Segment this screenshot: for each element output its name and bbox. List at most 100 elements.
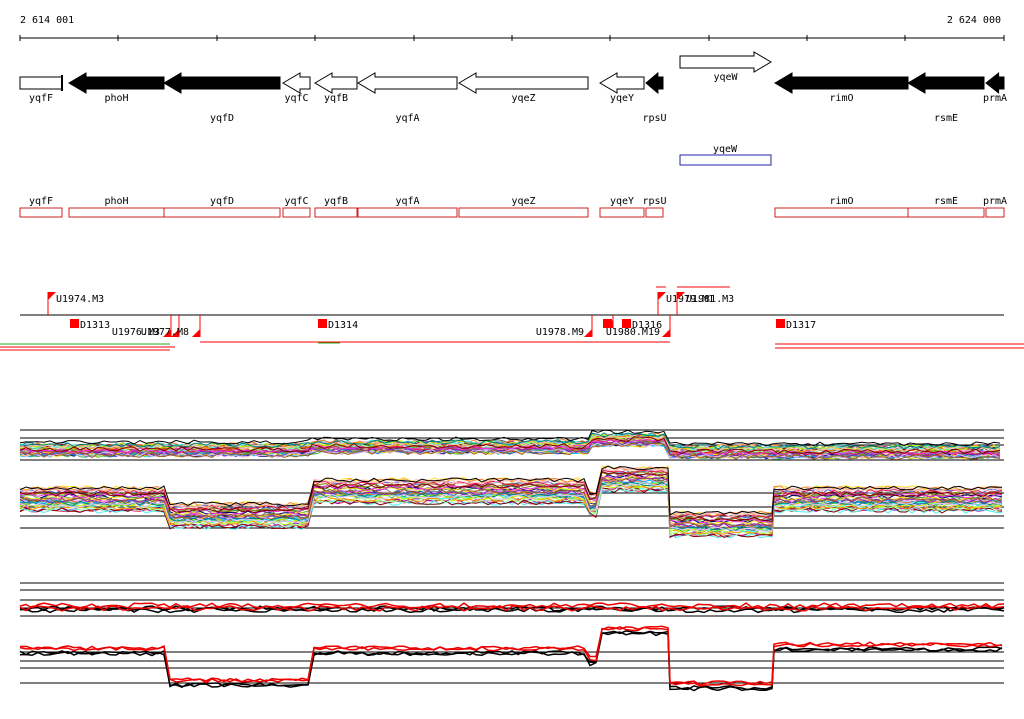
gene-arrow-yqfA (357, 72, 458, 94)
upstream-label: U1979.M1 (666, 294, 714, 305)
summary-profile (19, 630, 1003, 691)
expression-profile (19, 477, 1003, 529)
gene-label-yqfA: yqfA (395, 113, 419, 124)
gene-arrow-rsmE (907, 72, 985, 94)
reverse-transcript-box (19, 207, 63, 218)
reverse-transcript-box (282, 207, 311, 218)
gene-label-phoH: phoH (104, 93, 128, 104)
reverse-transcript-label-phoH: phoH (104, 196, 128, 207)
end-coordinate: 2 624 000 (947, 15, 1001, 26)
expression-profile-mean (19, 429, 1001, 447)
gene-arrow-yqfC (282, 72, 311, 94)
gene-arrow-rpsU (645, 71, 664, 95)
reverse-transcript-box (68, 207, 165, 218)
gene-arrow-yqeW (679, 51, 772, 73)
reverse-transcript-box (458, 207, 589, 218)
downstream-label: U1976.M3 (112, 327, 160, 338)
expression-profile (20, 439, 1001, 456)
start-coordinate: 2 614 001 (20, 15, 74, 26)
expression-profile (19, 442, 1001, 461)
downstream-box (603, 319, 612, 328)
expression-profile (19, 469, 1003, 519)
gene-arrow-yqfB (314, 72, 358, 94)
expression-profile (19, 441, 1001, 460)
reverse-transcript-label-prmA: prmA (983, 196, 1007, 207)
expression-profile (19, 439, 1001, 458)
reverse-transcript-box (907, 207, 985, 218)
reverse-transcript-box (645, 207, 664, 218)
reverse-transcript-label-yqeY: yqeY (610, 196, 634, 207)
gene-label-prmA: prmA (983, 93, 1007, 104)
gene-arrow-yqfF (19, 76, 63, 90)
downstream-label: D1313 (80, 320, 110, 331)
expression-profile (19, 436, 1001, 455)
downstream-flag (192, 329, 200, 337)
gene-label-rpsU: rpsU (642, 113, 666, 124)
reverse-transcript-label-yqeZ: yqeZ (511, 196, 535, 207)
reverse-transcript-label-rsmE: rsmE (934, 196, 958, 207)
reverse-transcript-track: yqfF phoH yqfD yqfC yqfB yqfA yqeZ yqeY rpsU rimO… (19, 196, 1007, 218)
summary-profile (19, 625, 1002, 686)
gene-arrow-prmA (985, 71, 1005, 95)
summary-profile (19, 605, 1005, 612)
gene-label-yqfD: yqfD (210, 113, 234, 124)
downstream-flag (163, 329, 171, 337)
reverse-transcript-box (314, 207, 358, 218)
gene-label-rimO: rimO (829, 93, 853, 104)
reverse-transcript-box (599, 207, 645, 218)
upstream-flag (48, 292, 56, 300)
forward-transcript-box (679, 154, 772, 166)
gene-label-yqfC: yqfC (284, 93, 308, 104)
expression-profile (19, 432, 1001, 450)
downstream-flag (584, 329, 592, 337)
downstream-label: U1978.M9 (536, 327, 584, 338)
reverse-transcript-label-yqfC: yqfC (284, 196, 308, 207)
reverse-transcript-box (357, 207, 458, 218)
forward-transcript-track: yqeW (679, 144, 772, 166)
reverse-transcript-label-yqfB: yqfB (324, 196, 348, 207)
reverse-transcript-box (985, 207, 1005, 218)
gene-label-yqeW: yqeW (713, 72, 738, 83)
gene-arrow-phoH (68, 72, 165, 94)
reverse-transcript-label-rpsU: rpsU (642, 196, 666, 207)
downstream-box (622, 319, 631, 328)
reverse-transcript-label-rimO: rimO (829, 196, 853, 207)
upstream-flag (658, 292, 666, 300)
reverse-transcript-label-yqfF: yqfF (29, 196, 53, 207)
upstream-label: U1974.M3 (56, 294, 104, 305)
expression-profile (19, 476, 1003, 528)
downstream-flag (662, 329, 670, 337)
forward-transcript-label: yqeW (713, 144, 738, 155)
gene-track: yqfF phoH yqfD yqfC yqfB yqfA yqeZ yqeY rpsU yqeW… (19, 51, 1007, 124)
gene-arrow-yqeZ (458, 72, 589, 94)
summary-profile (19, 604, 1005, 612)
gene-arrow-yqfD (163, 72, 281, 94)
gene-arrow-yqeY (599, 72, 645, 94)
upstream-flag (677, 292, 685, 300)
gene-label-yqfF: yqfF (29, 93, 53, 104)
reverse-transcript-label-yqfA: yqfA (395, 196, 419, 207)
expression-profile (19, 487, 1003, 539)
downstream-label: U1977.M8 (141, 327, 189, 338)
downstream-label: D1316 (632, 320, 662, 331)
upstream-label: U1981.M3 (686, 294, 734, 305)
reverse-transcript-box (163, 207, 281, 218)
downstream-flag (171, 329, 179, 337)
summary-profile (19, 626, 1003, 687)
downstream-box (70, 319, 79, 328)
downstream-flag (605, 320, 613, 328)
summary-profiles-panel (19, 582, 1005, 692)
expression-profiles-panel (19, 429, 1004, 539)
expression-profile-mean (19, 465, 1002, 516)
summary-profile (19, 602, 1005, 609)
downstream-label: U1980.M19 (606, 327, 660, 338)
gene-label-yqeZ: yqeZ (511, 93, 535, 104)
expression-profile (19, 481, 1003, 533)
reverse-transcript-box (774, 207, 909, 218)
expression-profile (19, 471, 1003, 523)
gene-label-rsmE: rsmE (934, 113, 958, 124)
downstream-box (318, 319, 327, 328)
